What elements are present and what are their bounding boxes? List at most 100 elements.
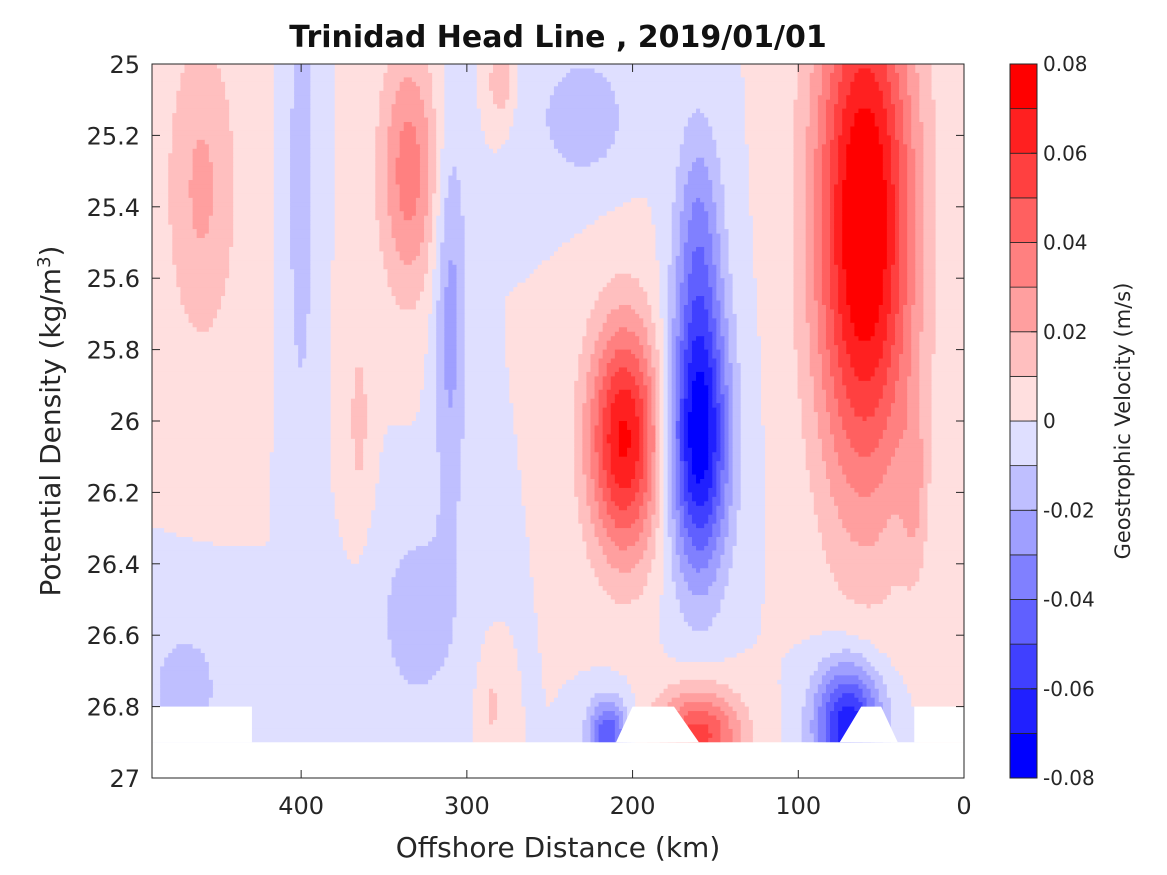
contour-cell: [152, 550, 348, 556]
contour-cell: [919, 389, 933, 395]
contour-cell: [675, 532, 681, 538]
contour-cell: [590, 403, 600, 409]
contour-cell: [208, 157, 234, 163]
contour-cell: [716, 367, 721, 373]
contour-cell: [923, 130, 937, 136]
contour-cell: [708, 175, 721, 181]
contour-cell: [834, 130, 843, 136]
contour-cell: [882, 287, 892, 293]
contour-cell: [675, 474, 681, 480]
contour-cell: [716, 537, 726, 543]
contour-cell: [728, 581, 766, 587]
contour-cell: [720, 367, 726, 373]
contour-cell: [452, 617, 539, 623]
contour-cell: [935, 197, 964, 203]
contour-cell: [793, 309, 807, 315]
contour-cell: [590, 728, 596, 734]
contour-cell: [590, 563, 612, 569]
contour-cell: [671, 537, 677, 543]
contour-cell: [152, 697, 161, 703]
contour-cell: [647, 331, 657, 337]
contour-cell: [878, 309, 892, 315]
contour-cell: [602, 461, 612, 467]
contour-cell: [894, 331, 904, 337]
contour-cell: [440, 184, 449, 190]
contour-cell: [825, 719, 831, 726]
contour-cell: [708, 122, 746, 128]
contour-cell: [716, 291, 726, 297]
contour-cell: [740, 461, 766, 467]
contour-cell: [606, 470, 612, 476]
contour-cell: [821, 171, 831, 177]
contour-cell: [842, 180, 888, 186]
contour-cell: [643, 403, 648, 409]
contour-cell: [606, 438, 620, 444]
contour-cell: [647, 197, 677, 203]
contour-cell: [683, 371, 689, 377]
contour-cell: [273, 421, 332, 427]
contour-cell: [480, 108, 514, 114]
contour-cell: [290, 220, 311, 226]
contour-cell: [631, 568, 652, 574]
contour-cell: [517, 72, 567, 78]
contour-cell: [765, 523, 819, 529]
contour-cell: [838, 581, 916, 587]
contour-cell: [830, 238, 835, 244]
contour-cell: [387, 630, 454, 636]
contour-cell: [813, 389, 827, 395]
contour-cell: [720, 371, 726, 377]
contour-cell: [432, 675, 478, 681]
contour-cell: [907, 157, 916, 163]
contour-cell: [549, 255, 657, 261]
contour-cell: [838, 724, 860, 730]
contour-cell: [387, 144, 401, 150]
contour-cell: [667, 336, 673, 342]
contour-cell: [805, 296, 815, 302]
contour-cell: [517, 438, 575, 444]
contour-cell: [505, 336, 583, 342]
contour-cell: [521, 483, 575, 489]
contour-cell: [890, 269, 900, 275]
contour-cell: [830, 81, 839, 87]
contour-cell: [310, 135, 336, 141]
contour-cell: [708, 541, 717, 547]
contour-cell: [610, 86, 746, 92]
contour-cell: [391, 287, 425, 293]
contour-cell: [809, 108, 819, 114]
contour-cell: [643, 443, 648, 449]
contour-cell: [683, 354, 693, 360]
contour-cell: [663, 554, 673, 560]
contour-cell: [720, 487, 726, 493]
contour-cell: [732, 362, 742, 369]
contour-cell: [188, 180, 214, 186]
contour-cell: [208, 666, 401, 672]
contour-cell: [667, 398, 673, 404]
contour-cell: [667, 304, 677, 311]
contour-cell: [651, 568, 665, 574]
contour-cell: [444, 197, 462, 203]
contour-cell: [923, 287, 937, 293]
contour-cell: [432, 86, 445, 92]
contour-cell: [651, 523, 661, 529]
contour-cell: [452, 630, 486, 636]
contour-cell: [704, 470, 713, 476]
contour-cell: [436, 327, 445, 333]
contour-cell: [428, 64, 445, 70]
contour-cell: [813, 233, 823, 239]
contour-cell: [330, 447, 356, 453]
contour-cell: [432, 287, 441, 293]
contour-cell: [931, 64, 964, 70]
contour-cell: [825, 715, 831, 721]
contour-cell: [655, 389, 661, 395]
contour-cell: [444, 233, 466, 239]
contour-cell: [894, 229, 900, 235]
contour-cell: [330, 269, 389, 275]
contour-cell: [310, 304, 332, 311]
contour-cell: [740, 429, 766, 435]
contour-cell: [834, 117, 843, 123]
contour-cell: [716, 510, 726, 516]
contour-cell: [440, 148, 494, 154]
contour-cell: [923, 229, 937, 235]
contour-cell: [456, 572, 531, 578]
contour-cell: [428, 175, 437, 181]
